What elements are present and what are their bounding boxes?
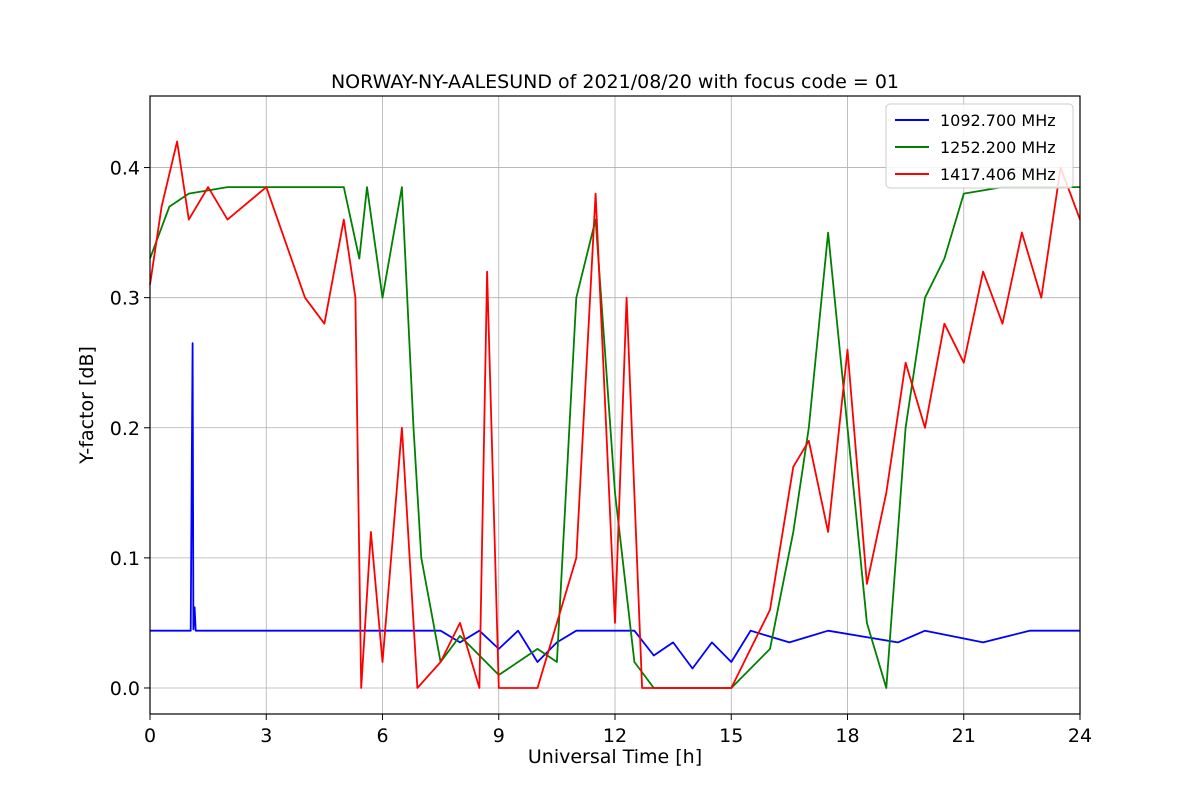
chart-title: NORWAY-NY-AALESUND of 2021/08/20 with fo…: [331, 71, 899, 93]
y-axis-label: Y-factor [dB]: [76, 346, 98, 465]
y-tick-label: 0.1: [110, 548, 140, 570]
x-axis-label: Universal Time [h]: [528, 746, 702, 768]
y-tick-label: 0.0: [110, 678, 140, 700]
legend: 1092.700 MHz 1252.200 MHz 1417.406 MHz: [885, 103, 1074, 189]
legend-entry-0: 1092.700 MHz: [940, 111, 1056, 130]
x-tick-label: 3: [260, 725, 272, 747]
series-line-2: [149, 140, 1081, 689]
legend-box: [885, 103, 1074, 189]
y-axis: 0.0 0.1 0.2 0.3 0.4: [110, 158, 150, 700]
x-tick-label: 6: [376, 725, 388, 747]
y-tick-label: 0.4: [110, 158, 140, 180]
x-axis: 0 3 6 9 12 15 18 21 24: [144, 714, 1092, 747]
x-tick-label: 9: [493, 725, 505, 747]
series-line-0: [150, 342, 1080, 670]
y-tick-label: 0.2: [110, 418, 140, 440]
series-layer: [149, 140, 1081, 689]
x-tick-label: 21: [952, 725, 976, 747]
y-tick-label: 0.3: [110, 288, 140, 310]
x-tick-label: 0: [144, 725, 156, 747]
x-tick-label: 18: [835, 725, 859, 747]
x-tick-label: 24: [1068, 725, 1092, 747]
series-line-1: [149, 186, 1080, 689]
x-tick-label: 12: [603, 725, 627, 747]
x-tick-label: 15: [719, 725, 743, 747]
legend-entry-1: 1252.200 MHz: [940, 138, 1056, 157]
legend-entry-2: 1417.406 MHz: [940, 165, 1056, 184]
